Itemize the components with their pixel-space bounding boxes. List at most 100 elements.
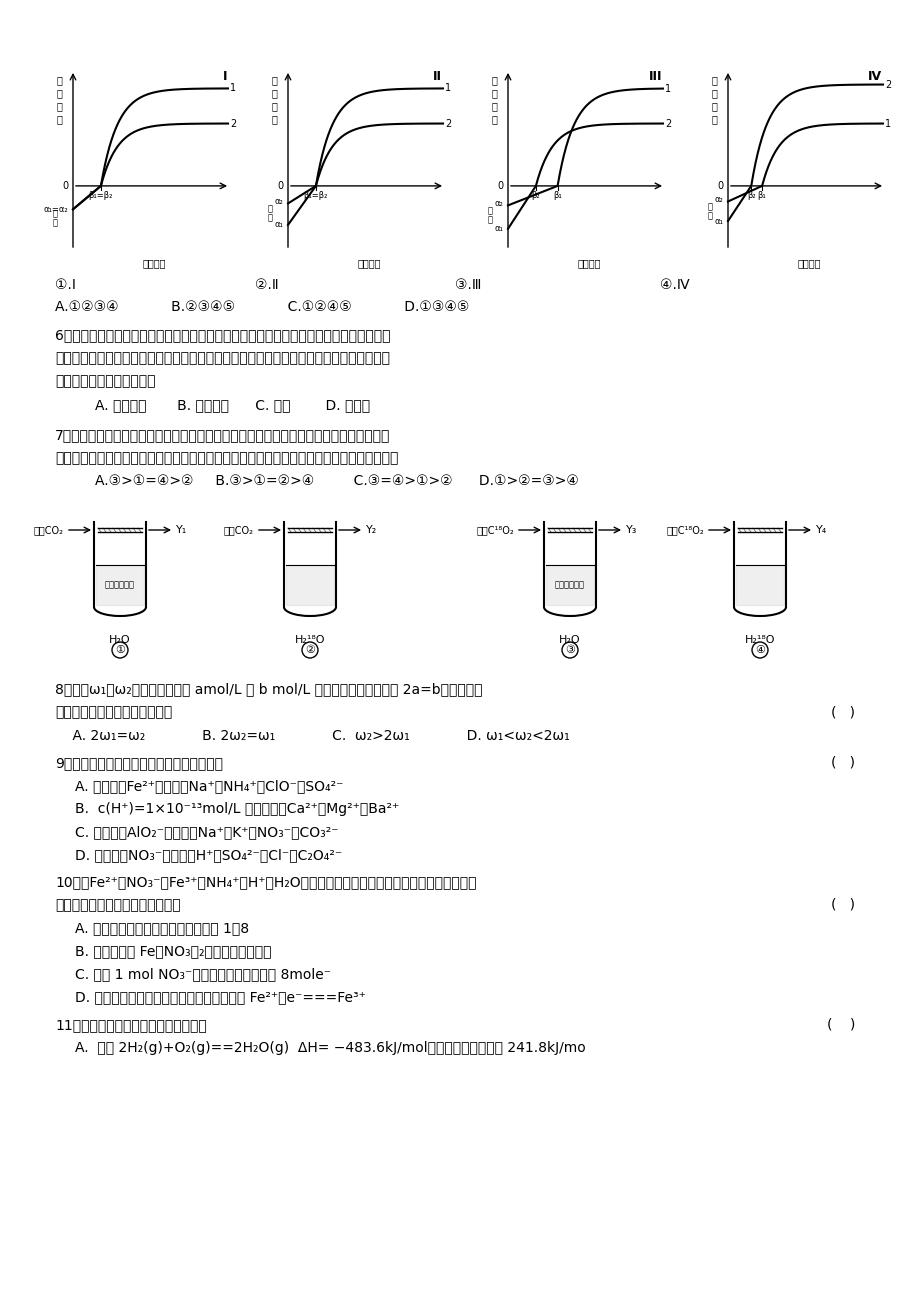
Text: C. 若有 1 mol NO₃⁻发生氧化反应，则转移 8mole⁻: C. 若有 1 mol NO₃⁻发生氧化反应，则转移 8mole⁻ xyxy=(75,967,331,980)
Text: 1: 1 xyxy=(664,83,670,94)
Text: Y₄: Y₄ xyxy=(815,525,826,535)
Text: H₂O: H₂O xyxy=(559,635,580,644)
Text: α₂: α₂ xyxy=(713,195,722,204)
Text: 作: 作 xyxy=(710,102,716,111)
Text: β₂: β₂ xyxy=(746,191,754,201)
Text: 吸: 吸 xyxy=(53,219,58,228)
Text: 合: 合 xyxy=(271,89,277,98)
Text: β₁: β₁ xyxy=(552,191,562,201)
Text: A.①②③④            B.②③④⑤            C.①②④⑤            D.①③④⑤: A.①②③④ B.②③④⑤ C.①②④⑤ D.①③④⑤ xyxy=(55,299,469,314)
Text: 作: 作 xyxy=(491,102,496,111)
Text: D. 含有大量NO₃⁻的溶液：H⁺、SO₄²⁻、Cl⁻、C₂O₄²⁻: D. 含有大量NO₃⁻的溶液：H⁺、SO₄²⁻、Cl⁻、C₂O₄²⁻ xyxy=(75,848,342,862)
Text: α₁=α₂: α₁=α₂ xyxy=(43,204,68,214)
Text: 小球藻悬浮液: 小球藻悬浮液 xyxy=(105,581,135,590)
Text: A. 氧化剂与还原剂的物质的量之比为 1：8: A. 氧化剂与还原剂的物质的量之比为 1：8 xyxy=(75,921,249,935)
Text: Y₂: Y₂ xyxy=(366,525,377,535)
Text: 合: 合 xyxy=(710,89,716,98)
Text: 光: 光 xyxy=(710,76,716,85)
Text: ①: ① xyxy=(115,644,125,655)
Text: A.  已知 2H₂(g)+O₂(g)==2H₂O(g)  ΔH= −483.6kJ/mol，则氢气的燃烧热为 241.8kJ/mo: A. 已知 2H₂(g)+O₂(g)==2H₂O(g) ΔH= −483.6kJ… xyxy=(75,1042,585,1055)
Text: 6、甘薯种植多年后易积累病毒而导致品种退化。目前生产上采用茎尖分生组织离体培养的: 6、甘薯种植多年后易积累病毒而导致品种退化。目前生产上采用茎尖分生组织离体培养的 xyxy=(55,328,390,342)
Text: ③.Ⅲ: ③.Ⅲ xyxy=(455,279,481,292)
Text: H₂O: H₂O xyxy=(109,635,130,644)
Text: ④: ④ xyxy=(754,644,765,655)
Text: 7、下图为光照强度相同，水和小球藻的初始质量均相等的条件下，小球藻进行光合作用的: 7、下图为光照强度相同，水和小球藻的初始质量均相等的条件下，小球藻进行光合作用的 xyxy=(55,428,390,441)
Text: 足量CO₂: 足量CO₂ xyxy=(223,525,254,535)
Text: 得种苗的过程不涉及细胞的: 得种苗的过程不涉及细胞的 xyxy=(55,374,155,388)
Text: B.  c(H⁺)=1×10⁻¹³mol/L 的溶液：、Ca²⁺、Mg²⁺、Ba²⁺: B. c(H⁺)=1×10⁻¹³mol/L 的溶液：、Ca²⁺、Mg²⁺、Ba²… xyxy=(75,802,399,816)
Text: A. 有丝分裂       B. 减数分裂      C. 分化        D. 全能性: A. 有丝分裂 B. 减数分裂 C. 分化 D. 全能性 xyxy=(95,398,369,411)
Text: A. 含有大量Fe²⁺的溶液：Na⁺、NH₄⁺、ClO⁻、SO₄²⁻: A. 含有大量Fe²⁺的溶液：Na⁺、NH₄⁺、ClO⁻、SO₄²⁻ xyxy=(75,779,343,793)
Text: 1: 1 xyxy=(230,83,236,94)
Text: 2: 2 xyxy=(230,118,236,129)
Text: II: II xyxy=(433,70,441,83)
Text: 光: 光 xyxy=(56,76,62,85)
Text: 小球藻悬浮液: 小球藻悬浮液 xyxy=(554,581,584,590)
Text: H₂¹⁸O: H₂¹⁸O xyxy=(294,635,325,644)
Text: 呼: 呼 xyxy=(487,206,493,215)
Text: 正确的是（汨水的密度比水小）: 正确的是（汨水的密度比水小） xyxy=(55,704,172,719)
Text: 11、下列有关热化学方程式的叙述的是: 11、下列有关热化学方程式的叙述的是 xyxy=(55,1018,207,1032)
Text: 呼: 呼 xyxy=(267,204,273,214)
Text: ③: ③ xyxy=(564,644,574,655)
Text: 用: 用 xyxy=(491,115,496,124)
Text: 2: 2 xyxy=(445,118,450,129)
Text: 9、一定能在下列溶液中大量共存的离子组是: 9、一定能在下列溶液中大量共存的离子组是 xyxy=(55,756,222,769)
Text: α₁: α₁ xyxy=(713,216,722,225)
Text: 8、若以ω₁和ω₂分别表示浓度为 amol/L 和 b mol/L 汨水的质量分数，且知 2a=b，下列推断: 8、若以ω₁和ω₂分别表示浓度为 amol/L 和 b mol/L 汨水的质量分… xyxy=(55,682,482,697)
Text: 光照强度: 光照强度 xyxy=(797,258,820,268)
Text: 1: 1 xyxy=(884,118,891,129)
Text: 合: 合 xyxy=(491,89,496,98)
Text: 实验示意图。一段时间后，试管质量大小关系的比较正确的是（不考虑同位素影响细胞呼吸）: 实验示意图。一段时间后，试管质量大小关系的比较正确的是（不考虑同位素影响细胞呼吸… xyxy=(55,450,398,465)
Text: 2: 2 xyxy=(664,118,671,129)
Text: 吸: 吸 xyxy=(708,211,712,220)
Text: A.③>①=④>②     B.③>①=②>④         C.③=④>①>②      D.①>②=③>④: A.③>①=④>② B.③>①=②>④ C.③=④>①>② D.①>②=③>④ xyxy=(95,474,578,488)
Text: ②.Ⅱ: ②.Ⅱ xyxy=(255,279,278,292)
Text: 足量C¹⁸O₂: 足量C¹⁸O₂ xyxy=(665,525,703,535)
Text: 光照强度: 光照强度 xyxy=(142,258,165,268)
Text: Y₁: Y₁ xyxy=(176,525,187,535)
Text: Y₃: Y₃ xyxy=(625,525,637,535)
Text: 作: 作 xyxy=(56,102,62,111)
Text: β₁: β₁ xyxy=(757,191,766,201)
Text: ②: ② xyxy=(305,644,314,655)
Text: 2: 2 xyxy=(884,79,891,90)
Text: α₂: α₂ xyxy=(274,197,283,206)
Text: A. 2ω₁=ω₂             B. 2ω₂=ω₁             C.  ω₂>2ω₁             D. ω₁<ω₂<2ω₁: A. 2ω₁=ω₂ B. 2ω₂=ω₁ C. ω₂>2ω₁ D. ω₁<ω₂<2… xyxy=(55,729,569,743)
Text: 吸: 吸 xyxy=(487,215,493,224)
Text: (    ): ( ) xyxy=(826,1018,854,1032)
Text: 光照强度: 光照强度 xyxy=(576,258,600,268)
Text: ①.I: ①.I xyxy=(55,279,75,292)
Text: ④.Ⅳ: ④.Ⅳ xyxy=(659,279,689,292)
Text: IV: IV xyxy=(867,70,881,83)
Text: 1: 1 xyxy=(445,83,450,94)
Text: α₁: α₁ xyxy=(274,220,283,229)
Text: 足量CO₂: 足量CO₂ xyxy=(34,525,64,535)
Text: 用: 用 xyxy=(271,115,277,124)
Text: 用: 用 xyxy=(56,115,62,124)
Text: (   ): ( ) xyxy=(830,898,854,911)
Text: 0: 0 xyxy=(717,181,723,191)
Text: β₂: β₂ xyxy=(531,191,539,201)
Text: 光照强度: 光照强度 xyxy=(357,258,380,268)
Text: 0: 0 xyxy=(497,181,504,191)
Text: I: I xyxy=(222,70,227,83)
Text: 足量C¹⁸O₂: 足量C¹⁸O₂ xyxy=(476,525,514,535)
Text: 作: 作 xyxy=(271,102,277,111)
Text: 物和生成物，下列叙述不正确的是: 物和生成物，下列叙述不正确的是 xyxy=(55,898,180,911)
Text: 光: 光 xyxy=(491,76,496,85)
Text: (   ): ( ) xyxy=(830,704,854,719)
Text: 吸: 吸 xyxy=(267,214,273,221)
Text: 用: 用 xyxy=(710,115,716,124)
Text: III: III xyxy=(648,70,662,83)
Text: α₂: α₂ xyxy=(494,199,503,208)
Text: 光: 光 xyxy=(271,76,277,85)
Text: β₁=β₂: β₁=β₂ xyxy=(303,191,328,201)
Text: D. 若把该反应设计为原电池，则负极反应为 Fe²⁺－e⁻===Fe³⁺: D. 若把该反应设计为原电池，则负极反应为 Fe²⁺－e⁻===Fe³⁺ xyxy=(75,990,366,1004)
Text: (   ): ( ) xyxy=(830,756,854,769)
Text: 0: 0 xyxy=(278,181,284,191)
Text: α₁: α₁ xyxy=(494,224,503,233)
Text: H₂¹⁸O: H₂¹⁸O xyxy=(744,635,775,644)
Text: 0: 0 xyxy=(62,181,69,191)
Text: C. 含有大量AlO₂⁻的溶液：Na⁺、K⁺、NO₃⁻、CO₃²⁻: C. 含有大量AlO₂⁻的溶液：Na⁺、K⁺、NO₃⁻、CO₃²⁻ xyxy=(75,825,338,838)
